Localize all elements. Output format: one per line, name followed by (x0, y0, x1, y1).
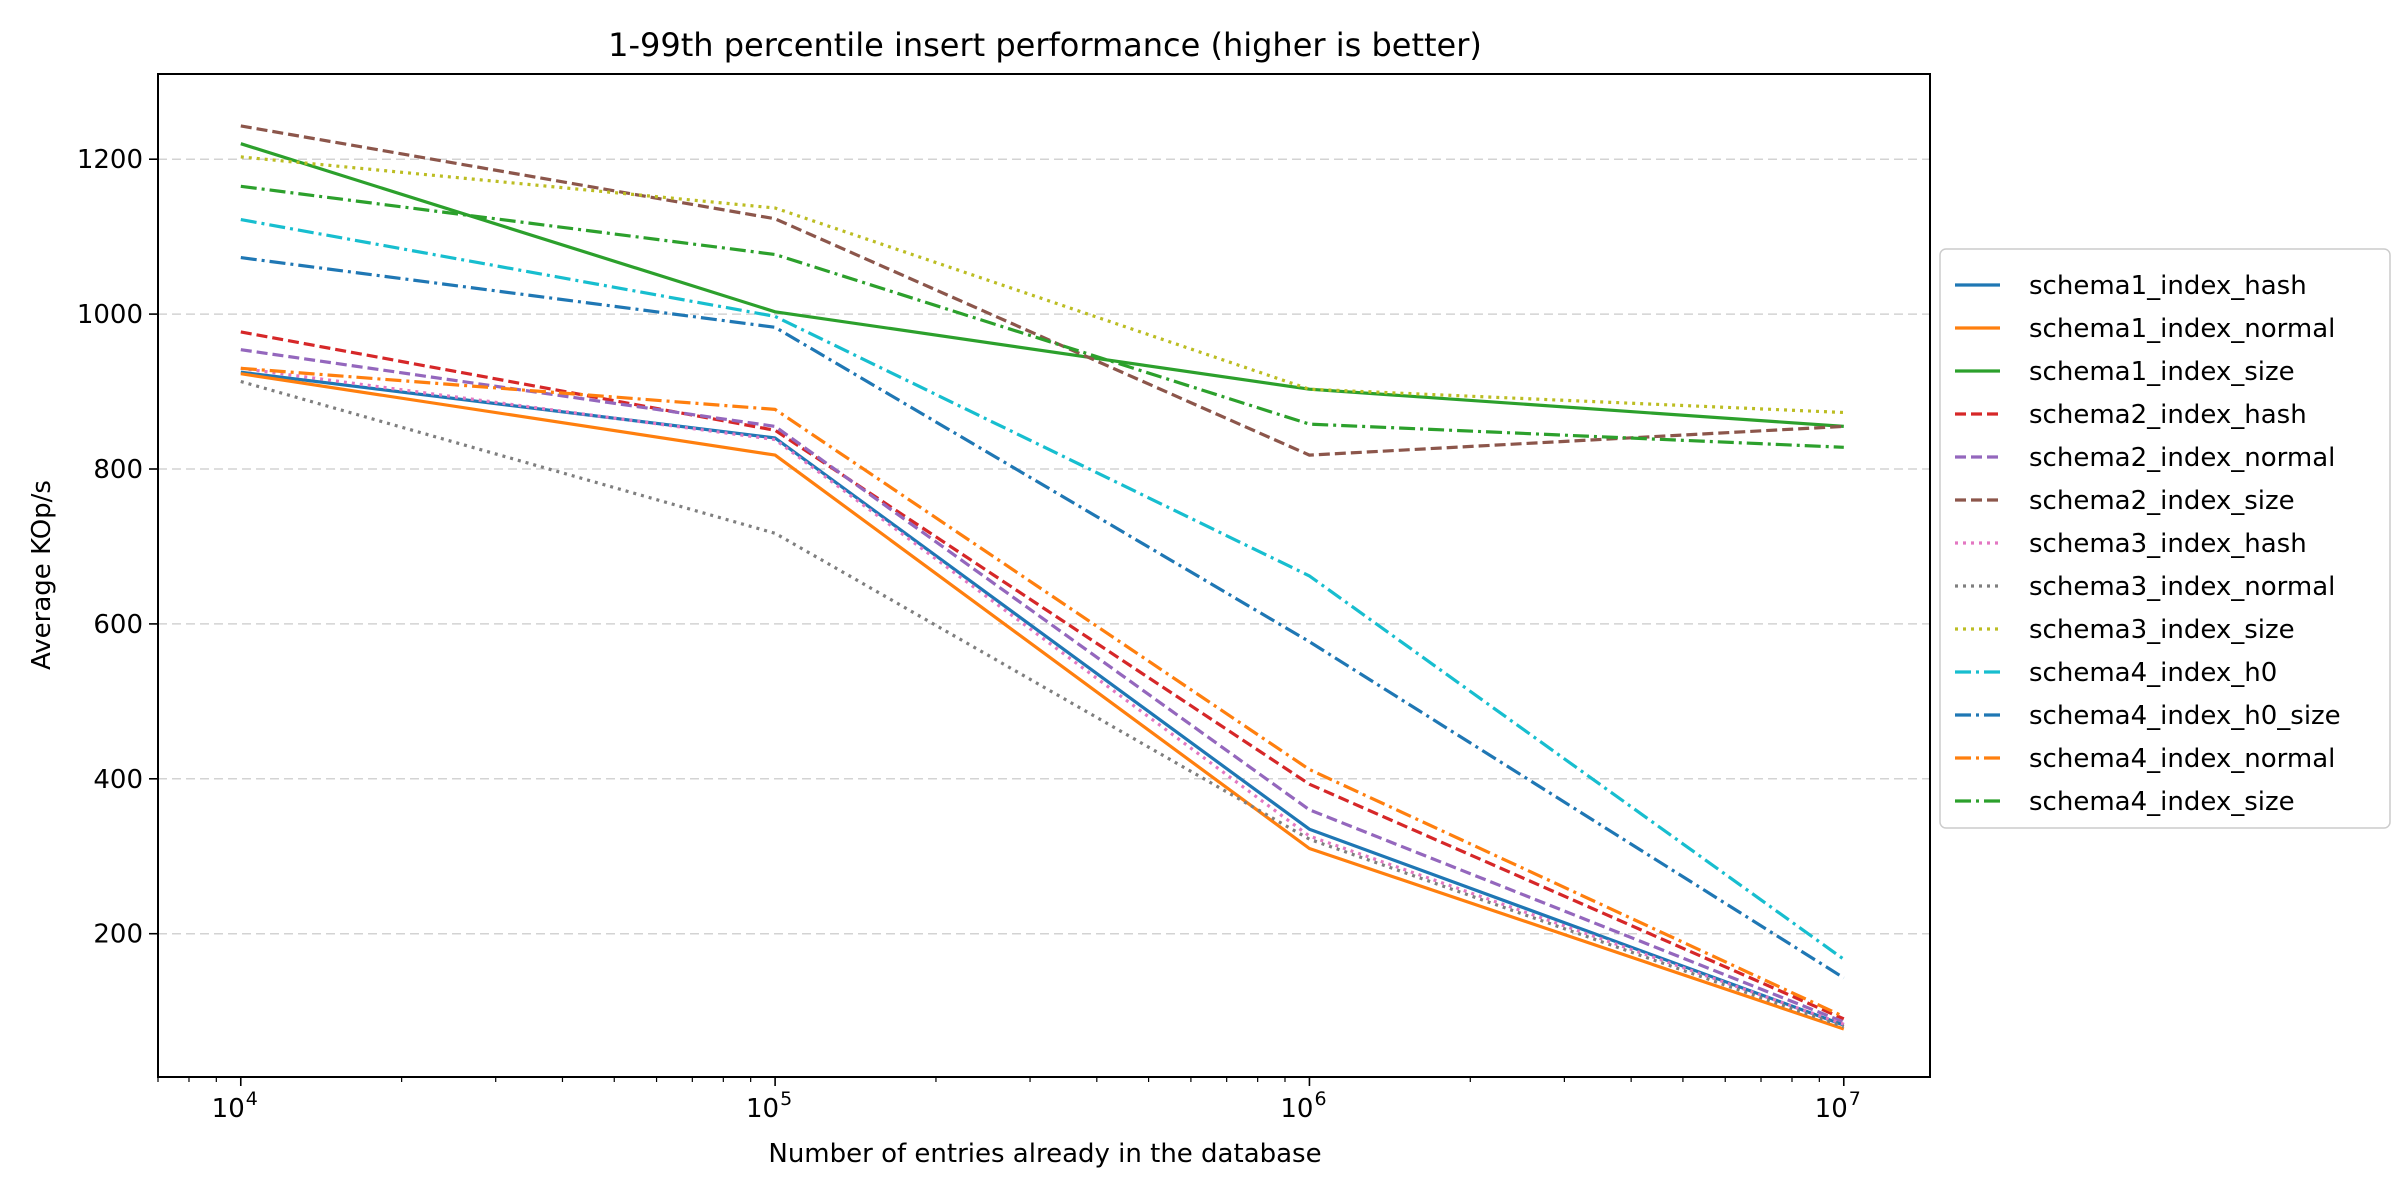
plot-frame (157, 73, 1931, 1078)
series-line (240, 372, 1845, 1031)
series-line (240, 124, 1844, 457)
series-line (240, 348, 1845, 1024)
legend-label: schema1_index_size (2029, 357, 2295, 387)
series-line (240, 366, 1845, 1019)
series-line (240, 218, 1845, 961)
legend-box (1939, 248, 2391, 829)
x-tick-label: 106 (1280, 1088, 1326, 1124)
legend-label: schema4_index_normal (2029, 744, 2335, 774)
legend-label: schema4_index_h0_size (2029, 701, 2341, 731)
series-line (240, 142, 1844, 428)
x-tick-label: 104 (212, 1088, 258, 1124)
y-axis-label: Average KOp/s (27, 480, 57, 670)
legend: schema1_index_hash schema1_index_normalsc… (1939, 248, 2391, 829)
x-tick-label: 105 (746, 1088, 792, 1124)
legend-label: schema1_index_normal (2029, 314, 2335, 344)
series-line (240, 370, 1845, 1027)
legend-label: schema2_index_size (2029, 486, 2295, 516)
series-line (240, 256, 1845, 980)
y-tick-label: 400 (93, 765, 143, 795)
y-axis-ticks: 200 400 600 800 1000 1200 (77, 145, 158, 950)
legend-label: schema4_index_size (2029, 787, 2295, 817)
x-tick-label: 107 (1815, 1088, 1861, 1124)
x-axis-ticks: 104 105 106 107 (157, 1077, 1861, 1124)
y-tick-label: 1200 (77, 145, 143, 175)
series-line (240, 379, 1845, 1029)
y-tick-label: 800 (93, 455, 143, 485)
legend-label: schema3_index_normal (2029, 572, 2335, 602)
y-tick-label: 600 (93, 610, 143, 640)
legend-label: schema3_index_size (2029, 615, 2295, 645)
legend-label: schema4_index_h0 (2029, 658, 2277, 688)
legend-label: schema2_index_hash (2029, 400, 2307, 430)
legend-label: schema2_index_normal (2029, 443, 2335, 473)
x-axis-label: Number of entries already in the databas… (768, 1139, 1321, 1169)
series-line (240, 155, 1844, 415)
series-line (240, 330, 1845, 1021)
series-line (240, 184, 1844, 449)
y-tick-label: 200 (93, 920, 143, 950)
legend-label: schema3_index_hash (2029, 529, 2307, 559)
series-lines (240, 124, 1845, 1031)
grid-lines (158, 158, 1930, 935)
legend-label: schema1_index_hash (2029, 271, 2307, 301)
y-tick-label: 1000 (77, 300, 143, 330)
chart-title: 1-99th percentile insert performance (hi… (608, 26, 1482, 64)
